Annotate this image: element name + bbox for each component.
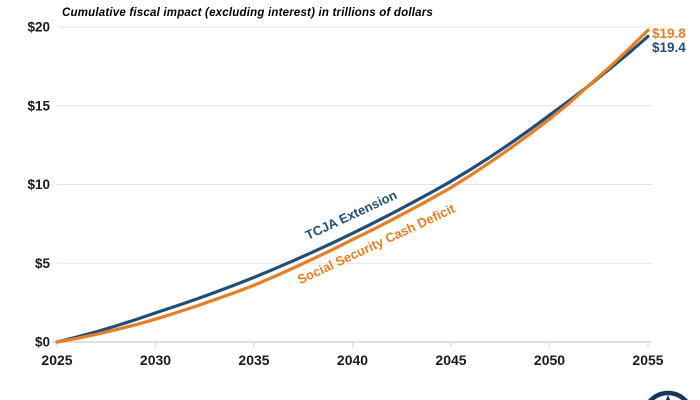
y-axis-tick-label: $15 (27, 98, 50, 113)
y-axis-tick-label: $20 (27, 20, 50, 35)
x-axis-tick-label: 2050 (534, 352, 565, 368)
series-label-social-security: Social Security Cash Deficit (295, 201, 458, 288)
series-line-social_security (55, 28, 650, 344)
end-value-tcja: $19.4 (652, 40, 686, 55)
logo-torch-icon (665, 395, 671, 400)
y-axis-tick-label: $5 (35, 256, 51, 271)
x-axis-tick-label: 2030 (140, 352, 171, 368)
chart-title: Cumulative fiscal impact (excluding inte… (62, 7, 434, 19)
y-axis-tick-label: $10 (27, 177, 50, 192)
x-axis-tick-label: 2045 (435, 352, 466, 368)
series-line-tcja (55, 34, 650, 344)
y-axis-tick-label: $0 (35, 335, 50, 350)
x-axis-tick-label: 2035 (238, 352, 269, 368)
x-axis-tick-label: 2025 (41, 352, 72, 368)
x-axis-tick-label: 2055 (632, 352, 663, 368)
x-axis-tick-label: 2040 (337, 352, 368, 368)
end-value-social-security: $19.8 (652, 26, 686, 41)
